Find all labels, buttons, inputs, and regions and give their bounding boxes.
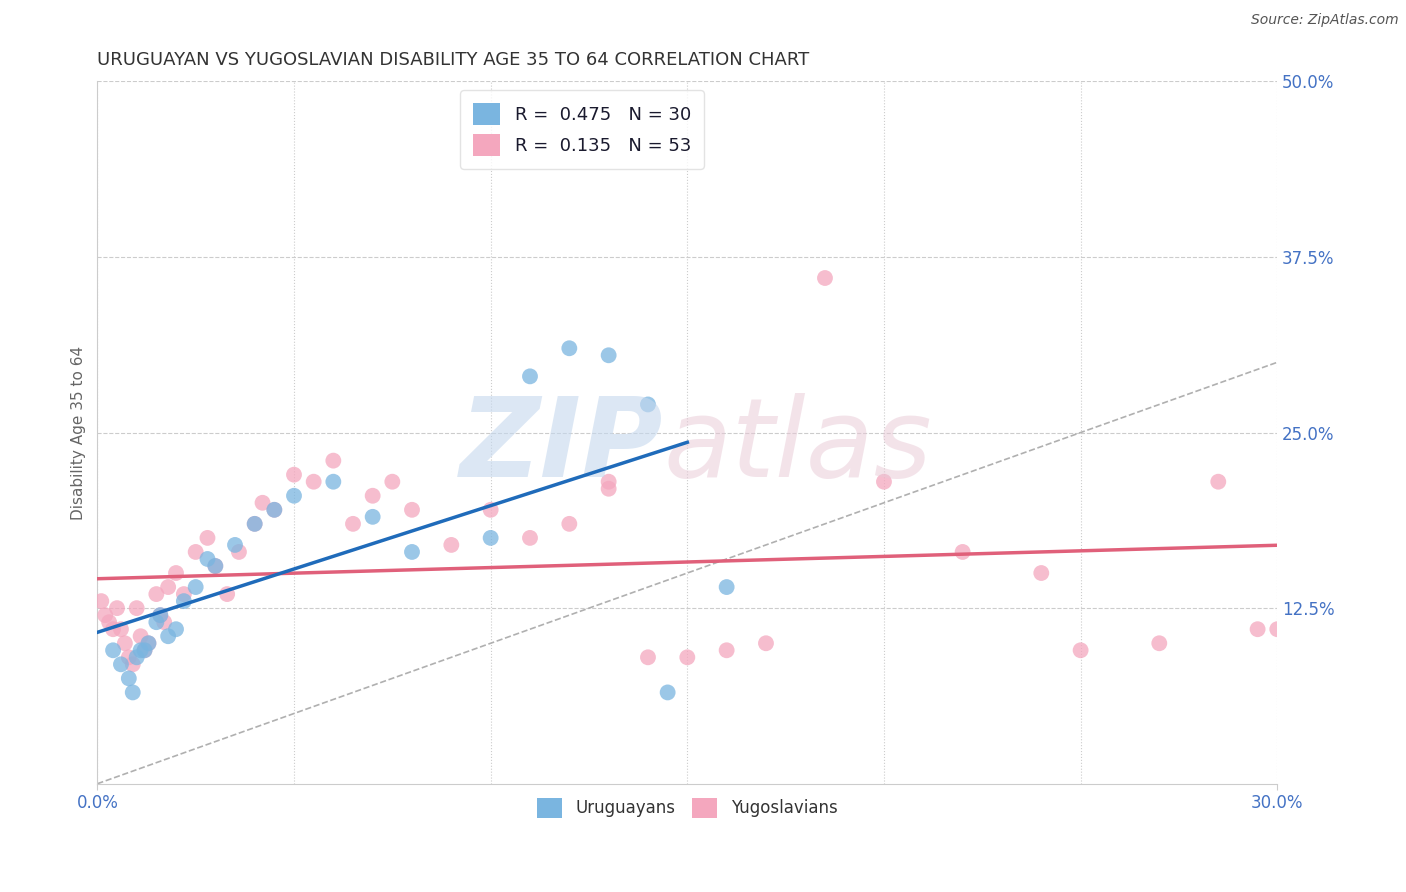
Y-axis label: Disability Age 35 to 64: Disability Age 35 to 64 (72, 345, 86, 520)
Point (263, 503, 285, 517)
Point (118, 650, 141, 665)
Point (90, 594, 112, 608)
Point (105, 601, 128, 615)
Point (134, 643, 156, 657)
Point (129, 629, 152, 643)
Text: ZIP: ZIP (460, 393, 664, 500)
Point (716, 643, 738, 657)
Text: Source: ZipAtlas.com: Source: ZipAtlas.com (1251, 13, 1399, 28)
Point (342, 516, 364, 531)
Point (110, 657, 132, 672)
Point (134, 643, 156, 657)
Point (243, 516, 266, 531)
Point (657, 685, 679, 699)
Point (165, 566, 187, 580)
Point (138, 636, 160, 650)
Point (252, 496, 274, 510)
Point (322, 453, 344, 467)
Point (118, 672, 141, 686)
Point (598, 348, 620, 362)
Point (217, 587, 239, 601)
Point (302, 475, 325, 489)
Point (361, 509, 384, 524)
Point (184, 545, 207, 559)
Point (224, 538, 246, 552)
Point (145, 615, 167, 630)
Point (121, 685, 143, 699)
Point (283, 489, 305, 503)
Point (228, 545, 250, 559)
Point (598, 482, 620, 496)
Point (1031, 566, 1053, 580)
Point (157, 629, 180, 643)
Point (125, 650, 148, 665)
Point (184, 580, 207, 594)
Point (173, 594, 195, 608)
Point (1206, 475, 1229, 489)
Point (814, 271, 837, 285)
Point (558, 516, 581, 531)
Point (1149, 636, 1171, 650)
Point (197, 552, 219, 566)
Point (479, 503, 502, 517)
Point (637, 397, 659, 411)
Point (440, 538, 463, 552)
Point (401, 503, 423, 517)
Point (322, 475, 344, 489)
Point (873, 475, 896, 489)
Point (755, 636, 778, 650)
Legend: Uruguayans, Yugoslavians: Uruguayans, Yugoslavians (530, 791, 844, 824)
Point (98, 615, 121, 630)
Text: atlas: atlas (664, 393, 932, 500)
Point (114, 636, 136, 650)
Point (361, 489, 384, 503)
Point (165, 622, 187, 636)
Point (101, 643, 124, 657)
Point (94, 608, 117, 623)
Point (157, 580, 180, 594)
Point (519, 369, 541, 384)
Point (479, 531, 502, 545)
Point (153, 615, 176, 630)
Point (204, 559, 226, 574)
Point (598, 475, 620, 489)
Point (1070, 643, 1092, 657)
Point (952, 545, 974, 559)
Point (204, 559, 226, 574)
Point (1246, 622, 1268, 636)
Point (676, 650, 699, 665)
Point (519, 531, 541, 545)
Point (243, 516, 266, 531)
Point (145, 587, 167, 601)
Point (263, 503, 285, 517)
Point (716, 580, 738, 594)
Point (637, 650, 659, 665)
Point (381, 475, 404, 489)
Point (149, 608, 172, 623)
Point (173, 587, 195, 601)
Text: URUGUAYAN VS YUGOSLAVIAN DISABILITY AGE 35 TO 64 CORRELATION CHART: URUGUAYAN VS YUGOSLAVIAN DISABILITY AGE … (97, 51, 810, 69)
Point (558, 341, 581, 355)
Point (1265, 622, 1288, 636)
Point (197, 531, 219, 545)
Point (110, 622, 132, 636)
Point (138, 636, 160, 650)
Point (149, 608, 172, 623)
Point (401, 545, 423, 559)
Point (121, 657, 143, 672)
Point (125, 601, 148, 615)
Point (283, 467, 305, 482)
Point (129, 643, 152, 657)
Point (101, 622, 124, 636)
